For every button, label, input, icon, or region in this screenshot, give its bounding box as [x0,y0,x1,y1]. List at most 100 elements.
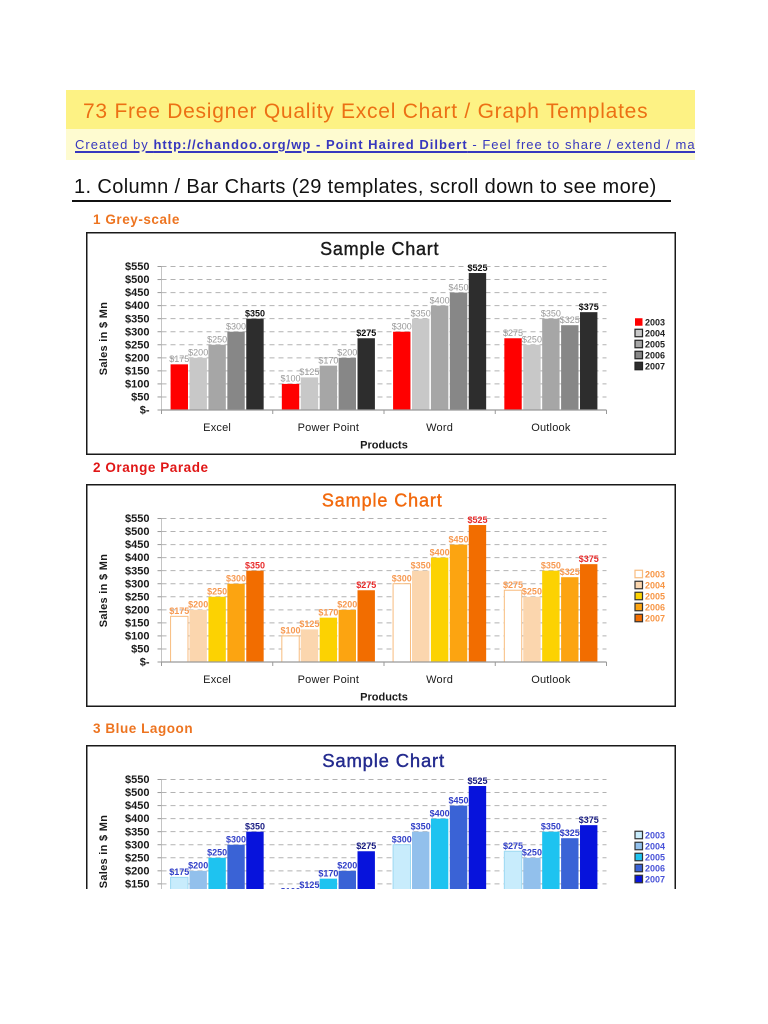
svg-text:$375: $375 [579,302,599,312]
svg-text:$150: $150 [125,878,149,889]
svg-text:$170: $170 [318,355,338,365]
svg-text:$450: $450 [125,539,149,551]
svg-text:$200: $200 [125,352,149,364]
svg-text:$250: $250 [125,339,149,351]
svg-text:$200: $200 [125,865,149,877]
svg-text:2003: 2003 [645,830,665,840]
svg-text:$50: $50 [131,392,149,404]
svg-text:$275: $275 [356,580,376,590]
svg-text:$450: $450 [125,287,149,299]
svg-text:Word: Word [426,674,453,686]
svg-text:$50: $50 [131,644,149,656]
svg-text:$125: $125 [299,880,319,889]
svg-text:$400: $400 [125,552,149,564]
svg-text:$550: $550 [125,513,149,525]
svg-text:$350: $350 [411,308,431,318]
svg-text:$170: $170 [318,607,338,617]
svg-text:Power Point: Power Point [298,674,360,686]
svg-text:$500: $500 [125,274,149,286]
svg-text:$350: $350 [541,308,561,318]
svg-text:$400: $400 [430,295,450,305]
svg-text:Outlook: Outlook [531,422,571,434]
svg-text:Sales in $ Mn: Sales in $ Mn [98,302,110,376]
svg-text:2006: 2006 [645,602,665,612]
svg-text:$450: $450 [449,795,469,805]
svg-text:$400: $400 [430,808,450,818]
svg-text:$-: $- [140,657,150,669]
svg-text:Sales in $ Mn: Sales in $ Mn [98,554,110,628]
svg-text:$125: $125 [299,619,319,629]
svg-text:2006: 2006 [645,350,665,360]
svg-text:$250: $250 [207,848,227,858]
svg-text:$350: $350 [125,565,149,577]
svg-text:$100: $100 [281,887,301,889]
svg-text:$400: $400 [125,300,149,312]
svg-text:$375: $375 [579,815,599,825]
svg-text:$250: $250 [207,587,227,597]
svg-text:Word: Word [426,422,453,434]
svg-text:$175: $175 [169,606,189,616]
svg-text:$175: $175 [169,354,189,364]
svg-text:$150: $150 [125,365,149,377]
svg-text:$300: $300 [125,839,149,851]
svg-text:Sample Chart: Sample Chart [322,750,445,771]
svg-text:2004: 2004 [645,841,665,851]
svg-text:2005: 2005 [645,339,665,349]
svg-text:$525: $525 [467,776,487,786]
svg-text:$350: $350 [541,560,561,570]
svg-text:$350: $350 [245,560,265,570]
svg-text:$375: $375 [579,554,599,564]
svg-text:$300: $300 [226,835,246,845]
svg-text:$250: $250 [522,848,542,858]
svg-text:$-: $- [140,405,150,417]
svg-text:$500: $500 [125,787,149,799]
svg-text:$450: $450 [449,282,469,292]
svg-text:$350: $350 [411,560,431,570]
svg-text:Outlook: Outlook [531,674,571,686]
svg-text:$175: $175 [169,867,189,877]
svg-text:$350: $350 [411,821,431,831]
svg-text:$200: $200 [188,861,208,871]
svg-text:$300: $300 [125,326,149,338]
svg-text:2007: 2007 [645,613,665,623]
svg-text:$350: $350 [245,308,265,318]
svg-text:$450: $450 [125,800,149,812]
svg-text:$325: $325 [560,315,580,325]
svg-text:2003: 2003 [645,317,665,327]
svg-text:$400: $400 [430,547,450,557]
svg-text:2003: 2003 [645,569,665,579]
svg-text:$275: $275 [356,328,376,338]
svg-text:$200: $200 [188,600,208,610]
svg-text:Sample Chart: Sample Chart [320,239,439,259]
svg-text:$300: $300 [392,835,412,845]
svg-text:$100: $100 [125,631,149,643]
svg-text:$350: $350 [125,826,149,838]
svg-text:$325: $325 [560,828,580,838]
svg-text:$200: $200 [125,604,149,616]
svg-text:$525: $525 [467,515,487,525]
svg-text:2007: 2007 [645,361,665,371]
svg-text:$350: $350 [125,313,149,325]
svg-text:2004: 2004 [645,580,665,590]
svg-text:$100: $100 [281,374,301,384]
svg-text:2007: 2007 [645,874,665,884]
svg-text:$275: $275 [503,328,523,338]
svg-text:$275: $275 [503,580,523,590]
svg-text:$350: $350 [541,821,561,831]
svg-text:2005: 2005 [645,591,665,601]
svg-text:$275: $275 [503,841,523,851]
svg-text:$450: $450 [449,534,469,544]
svg-text:$200: $200 [188,348,208,358]
svg-text:Sales in $ Mn: Sales in $ Mn [98,815,110,889]
svg-text:$100: $100 [281,626,301,636]
svg-text:$125: $125 [299,367,319,377]
svg-text:$250: $250 [522,335,542,345]
svg-text:$300: $300 [125,578,149,590]
svg-text:$100: $100 [125,379,149,391]
svg-text:$300: $300 [392,322,412,332]
svg-text:2006: 2006 [645,863,665,873]
svg-text:2004: 2004 [645,328,665,338]
svg-text:Sample Chart: Sample Chart [322,491,443,511]
svg-text:$250: $250 [522,587,542,597]
svg-text:$325: $325 [560,567,580,577]
